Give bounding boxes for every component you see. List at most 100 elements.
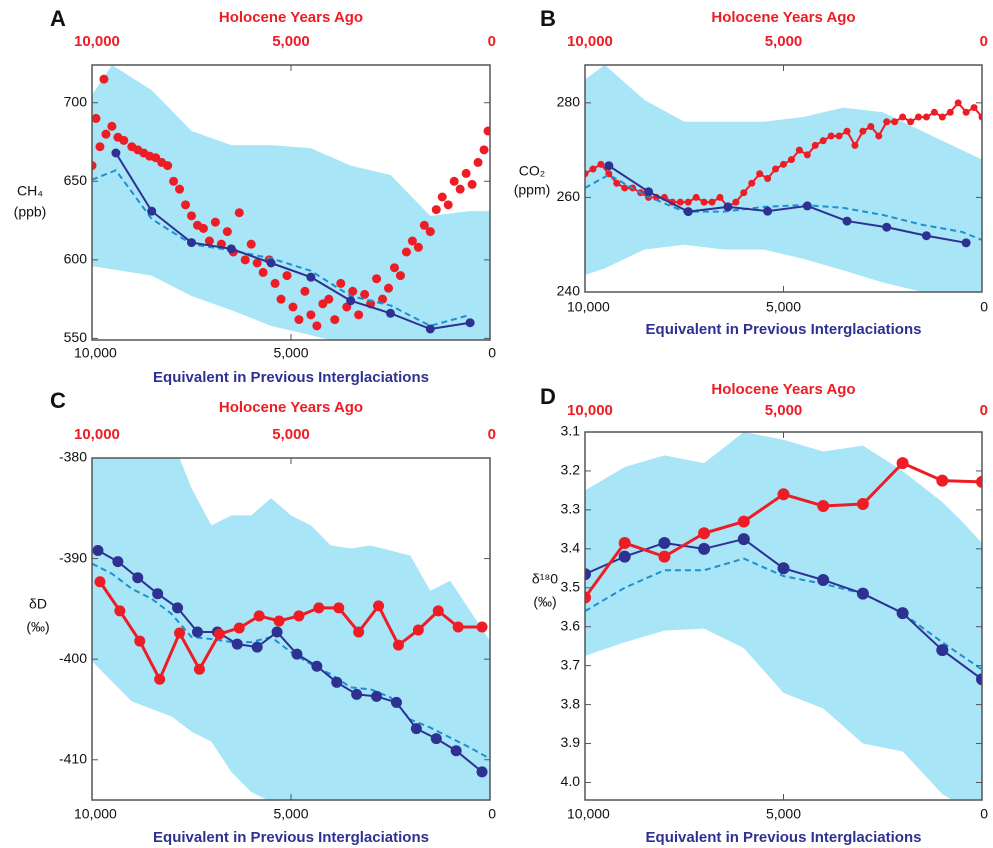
marker bbox=[410, 723, 422, 735]
range-band bbox=[92, 458, 490, 800]
x-tick-label: 5,000 bbox=[766, 299, 801, 315]
marker bbox=[476, 766, 488, 778]
marker bbox=[676, 198, 684, 206]
top-x-tick-label: 0 bbox=[980, 33, 988, 50]
marker bbox=[867, 122, 875, 130]
y-tick-label: 3.5 bbox=[561, 578, 581, 594]
marker bbox=[737, 515, 750, 528]
marker bbox=[330, 315, 340, 325]
marker bbox=[856, 498, 869, 511]
marker bbox=[389, 263, 399, 273]
y-axis-title: (‰) bbox=[26, 619, 49, 635]
marker bbox=[938, 113, 946, 121]
marker bbox=[333, 602, 345, 614]
y-tick-label: -400 bbox=[59, 650, 87, 666]
marker bbox=[708, 198, 716, 206]
y-tick-label: 3.4 bbox=[561, 540, 581, 556]
y-tick-label: 3.2 bbox=[561, 462, 581, 478]
marker bbox=[154, 673, 166, 685]
marker bbox=[891, 118, 899, 126]
marker bbox=[443, 200, 453, 210]
marker bbox=[187, 211, 196, 221]
x-tick-label: 0 bbox=[488, 345, 496, 361]
y-tick-label: 3.3 bbox=[561, 501, 581, 517]
marker bbox=[390, 696, 402, 708]
marker bbox=[921, 231, 931, 241]
marker bbox=[859, 127, 867, 135]
marker bbox=[213, 628, 225, 640]
marker bbox=[311, 660, 323, 672]
range-band bbox=[585, 432, 982, 800]
marker bbox=[312, 321, 322, 331]
marker bbox=[777, 562, 790, 575]
x-axis-title: Equivalent in Previous Interglaciations bbox=[646, 829, 922, 846]
dashed-line bbox=[92, 169, 471, 327]
y-tick-label: 550 bbox=[64, 329, 88, 345]
marker bbox=[842, 216, 852, 226]
marker bbox=[585, 591, 591, 604]
marker bbox=[346, 296, 356, 306]
marker bbox=[313, 602, 325, 614]
y-axis-title: CO₂ bbox=[519, 163, 545, 179]
marker bbox=[954, 99, 962, 107]
panel-letter: B bbox=[540, 6, 556, 31]
plot-area bbox=[585, 432, 982, 800]
marker bbox=[936, 474, 949, 487]
top-x-tick-label: 0 bbox=[980, 402, 988, 419]
marker bbox=[324, 294, 334, 304]
y-tick-label: 3.6 bbox=[561, 617, 581, 633]
marker bbox=[293, 610, 305, 622]
marker bbox=[412, 624, 424, 636]
marker bbox=[419, 220, 429, 230]
marker bbox=[618, 550, 631, 563]
top-x-tick-label: 5,000 bbox=[272, 426, 310, 443]
marker bbox=[152, 588, 164, 600]
marker bbox=[132, 572, 144, 584]
marker bbox=[107, 121, 117, 131]
marker bbox=[930, 108, 938, 116]
marker bbox=[827, 132, 835, 140]
marker bbox=[585, 170, 589, 178]
marker bbox=[240, 255, 250, 265]
marker bbox=[723, 202, 733, 212]
marker bbox=[372, 274, 382, 284]
marker bbox=[961, 238, 971, 248]
marker bbox=[763, 206, 773, 216]
marker bbox=[716, 193, 724, 201]
y-tick-label: 3.8 bbox=[561, 695, 581, 711]
marker bbox=[803, 151, 811, 159]
dashed-line bbox=[92, 562, 490, 760]
marker bbox=[360, 289, 370, 299]
marker bbox=[282, 271, 292, 281]
top-x-tick-label: 10,000 bbox=[74, 33, 120, 50]
y-tick-label: 650 bbox=[64, 172, 88, 188]
y-tick-label: 700 bbox=[64, 93, 88, 109]
marker bbox=[835, 132, 843, 140]
marker bbox=[112, 556, 124, 568]
marker bbox=[883, 118, 891, 126]
marker bbox=[658, 550, 671, 563]
top-axis-title: Holocene Years Ago bbox=[219, 9, 363, 26]
x-tick-label: 10,000 bbox=[74, 806, 117, 822]
marker bbox=[467, 179, 477, 189]
marker bbox=[621, 184, 629, 192]
y-tick-label: 600 bbox=[64, 251, 88, 267]
marker bbox=[473, 157, 483, 167]
marker bbox=[187, 238, 196, 248]
marker bbox=[946, 108, 954, 116]
marker bbox=[226, 244, 236, 254]
marker bbox=[294, 315, 304, 325]
top-axis-title: Holocene Years Ago bbox=[711, 381, 855, 398]
marker bbox=[452, 621, 464, 633]
marker bbox=[288, 302, 298, 312]
x-tick-label: 10,000 bbox=[567, 806, 610, 822]
marker bbox=[604, 161, 614, 171]
marker bbox=[373, 600, 385, 612]
marker bbox=[585, 568, 591, 581]
y-axis-title: CH₄ bbox=[17, 183, 43, 199]
panel-letter: A bbox=[50, 6, 66, 31]
marker bbox=[395, 271, 405, 281]
x-tick-label: 0 bbox=[488, 806, 496, 822]
marker bbox=[407, 236, 417, 246]
marker bbox=[962, 108, 970, 116]
